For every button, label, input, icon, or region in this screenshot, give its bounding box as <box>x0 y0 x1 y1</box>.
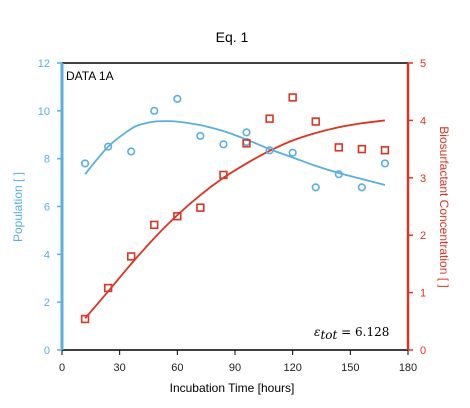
x-tick-label: 30 <box>114 362 126 374</box>
population-point <box>288 148 297 157</box>
x-tick-label: 180 <box>399 362 417 374</box>
y-left-tick-label: 2 <box>44 297 50 309</box>
biosurfactant-point <box>219 170 228 180</box>
biosurfactant-point <box>288 93 297 102</box>
population-point <box>242 128 251 137</box>
biosurfactant-point <box>311 117 320 126</box>
y-right-tick-label: 3 <box>420 173 426 185</box>
y-right-tick-label: 2 <box>420 230 426 242</box>
biosurfactant-point <box>334 143 343 152</box>
biosurfactant-point <box>196 203 205 212</box>
y-right-tick-label: 1 <box>420 288 426 300</box>
y-right-tick-label: 5 <box>420 58 426 70</box>
x-tick-label: 0 <box>59 362 65 374</box>
y-left-tick-label: 6 <box>44 202 50 214</box>
biosurfactant-point <box>127 252 136 261</box>
population-fit-curve <box>84 120 386 186</box>
chart-title: Eq. 1 <box>216 29 249 45</box>
population-point <box>127 147 136 156</box>
population-point <box>334 170 343 179</box>
biosurfactant-point <box>380 146 390 155</box>
y-right-tick-label: 4 <box>420 115 426 127</box>
x-tick-label: 150 <box>341 362 359 374</box>
population-point <box>311 183 320 192</box>
population-point <box>196 131 205 141</box>
y-left-tick-label: 10 <box>38 106 50 118</box>
data-label-annotation: DATA 1A <box>66 69 114 83</box>
biosurfactant-point <box>173 212 182 221</box>
x-tick-label: 90 <box>229 362 241 374</box>
biosurfactant-point <box>103 283 113 293</box>
population-point <box>380 159 390 168</box>
population-point <box>104 142 113 151</box>
population-point <box>265 146 274 155</box>
biosurfactant-point <box>357 144 367 154</box>
population-point <box>80 159 90 168</box>
epsilon-annotation: εtot = 6.128 <box>314 325 389 342</box>
epsilon-value: = 6.128 <box>337 325 389 339</box>
biosurfactant-fit-curve <box>84 119 386 320</box>
fit-curves <box>84 119 386 320</box>
x-tick-label: 120 <box>283 362 301 374</box>
x-tick-label: 60 <box>171 362 183 374</box>
y-left-tick-label: 4 <box>44 249 50 261</box>
population-point <box>173 94 182 103</box>
y-axis-right-title: Biosurfactant Concentration [ ] <box>437 126 451 287</box>
biosurfactant-point <box>265 114 274 123</box>
population-point <box>150 106 159 115</box>
data-markers <box>80 93 390 324</box>
y-left-tick-label: 0 <box>44 345 50 357</box>
epsilon-subscript: tot <box>320 328 337 342</box>
biosurfactant-point <box>242 139 251 148</box>
biosurfactant-point <box>80 314 90 324</box>
y-left-tick-label: 12 <box>38 58 50 70</box>
biosurfactant-point <box>150 220 159 230</box>
x-axis-title: Incubation Time [hours] <box>170 381 295 395</box>
epsilon-symbol: ε <box>314 325 320 339</box>
population-point <box>219 140 228 149</box>
y-left-tick-label: 8 <box>44 154 50 166</box>
y-axis-left-title: Population [ ] <box>11 172 25 242</box>
population-point <box>357 183 366 192</box>
y-right-tick-label: 0 <box>420 345 426 357</box>
